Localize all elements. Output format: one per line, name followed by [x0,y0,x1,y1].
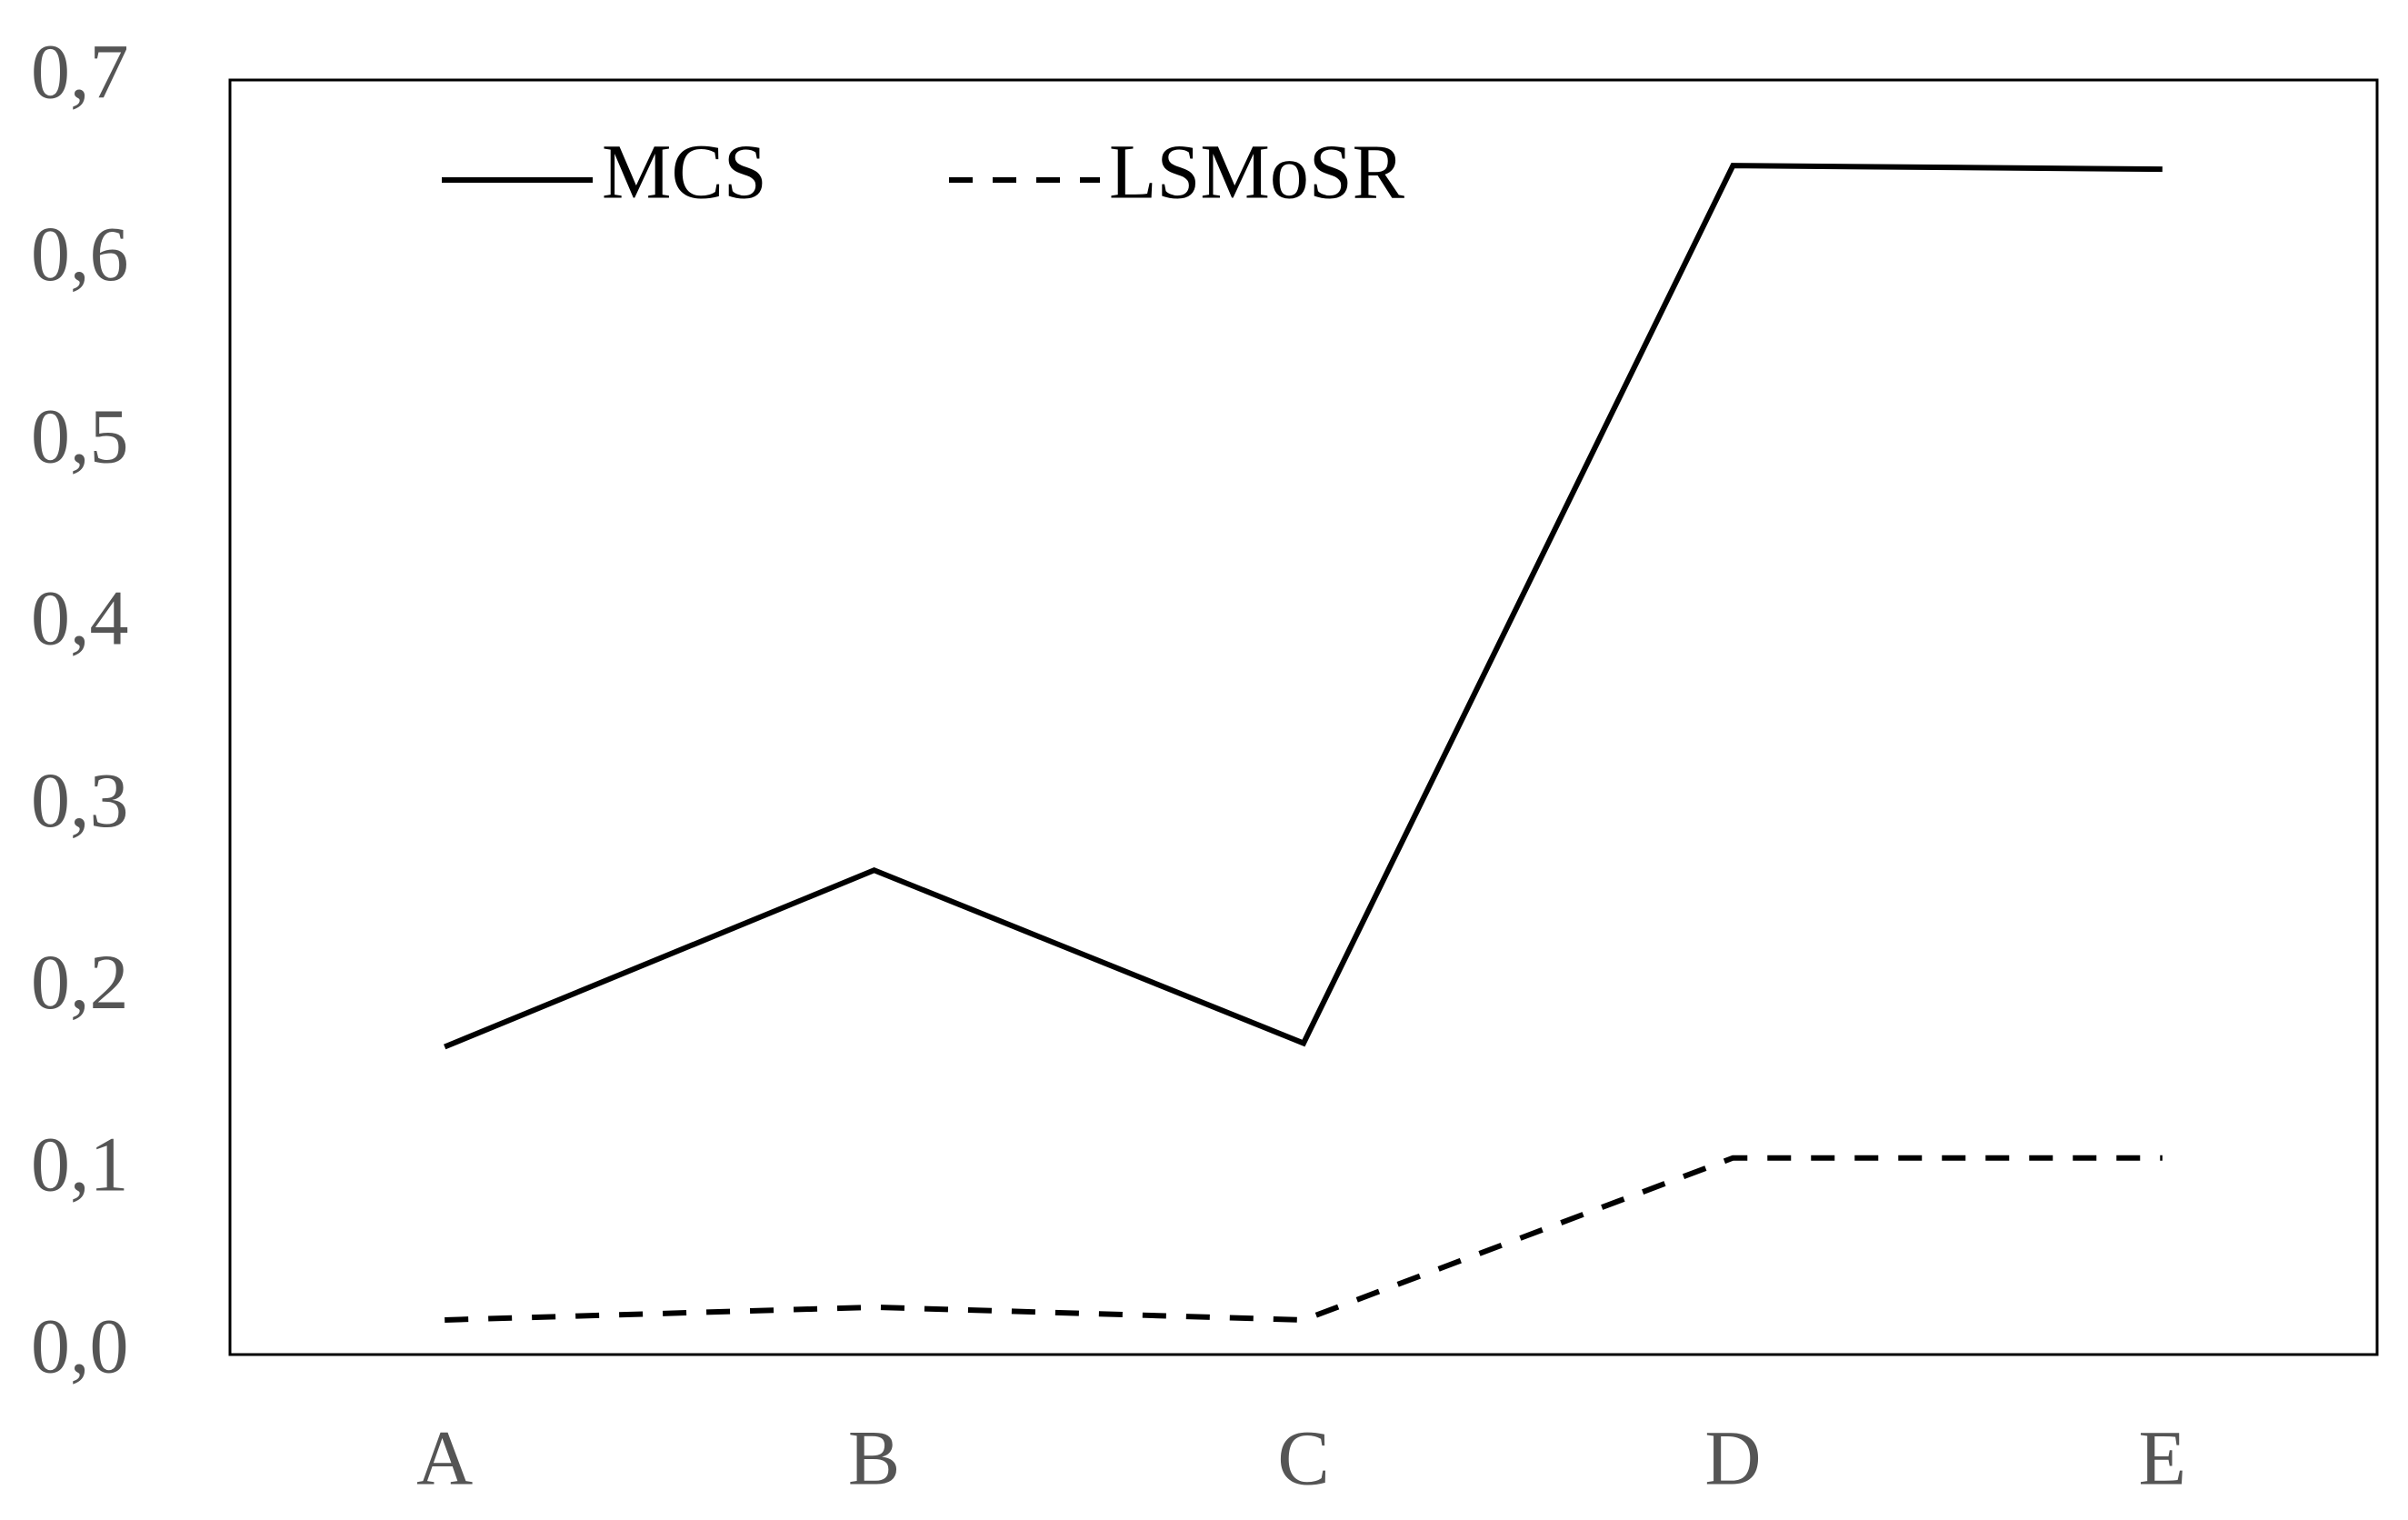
y-tick-label: 0,6 [31,210,129,297]
x-tick-label: A [416,1415,473,1502]
legend-label: MCS [602,128,767,215]
x-tick-label: D [1704,1415,1761,1502]
y-tick-label: 0,5 [31,392,129,479]
y-tick-label: 0,0 [31,1303,129,1390]
legend-label: LSMoSR [1109,128,1405,215]
y-tick-label: 0,3 [31,756,129,844]
x-tick-label: B [848,1415,900,1502]
x-tick-label: C [1277,1415,1329,1502]
x-tick-label: E [2139,1415,2187,1502]
y-tick-label: 0,4 [31,575,129,662]
series-line [444,163,2163,1050]
y-tick-label: 0,2 [31,938,129,1025]
y-tick-label: 0,7 [31,28,129,115]
y-tick-label: 0,1 [31,1120,129,1207]
plot-frame [228,78,2379,1356]
series-line [445,1155,2163,1323]
